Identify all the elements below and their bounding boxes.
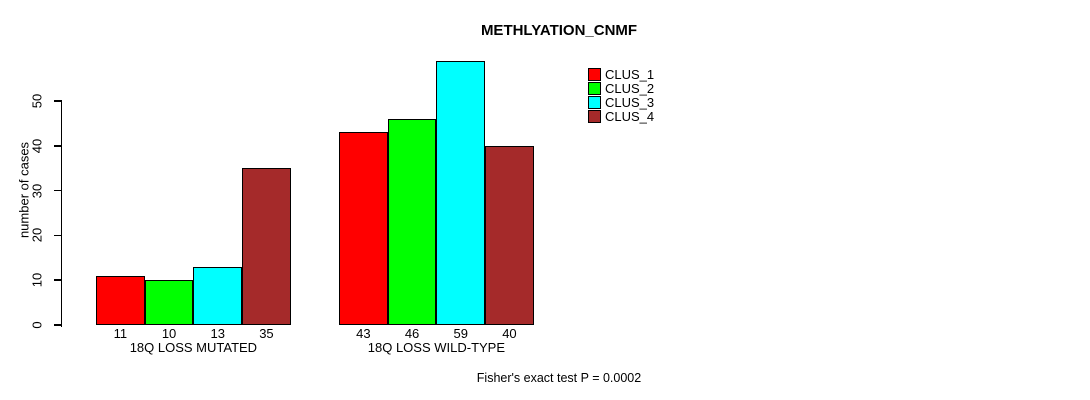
x-category-label: 18Q LOSS MUTATED — [129, 340, 258, 355]
legend-item: CLUS_1 — [588, 68, 668, 82]
bar-clus_2-group1 — [144, 280, 194, 325]
y-axis-line — [60, 101, 62, 327]
bar-clus_2-group2 — [387, 118, 437, 325]
y-tick-label: 20 — [29, 228, 45, 243]
bar-clus_4-group1 — [242, 168, 291, 325]
legend-swatch — [588, 68, 601, 81]
bar-value-label: 43 — [356, 326, 371, 341]
y-tick-label: 10 — [29, 272, 45, 288]
legend-label: CLUS_3 — [605, 95, 655, 110]
y-tick-label: 0 — [29, 321, 45, 329]
bar-clus_1-group2 — [339, 132, 388, 325]
y-tick-label: 40 — [29, 138, 45, 154]
legend-item: CLUS_2 — [588, 82, 668, 96]
y-tick — [54, 324, 62, 326]
annotation-text: Fisher's exact test P = 0.0002 — [476, 371, 642, 385]
legend-swatch — [588, 110, 601, 123]
x-category-label: 18Q LOSS WILD-TYPE — [367, 340, 506, 355]
legend-label: CLUS_1 — [605, 67, 655, 82]
legend-swatch — [588, 82, 601, 95]
chart-title: METHLYATION_CNMF — [480, 22, 638, 39]
bar-clus_1-group1 — [96, 275, 145, 325]
bar-value-label: 46 — [404, 326, 420, 341]
legend-item: CLUS_3 — [588, 96, 668, 110]
y-tick-label: 50 — [29, 93, 45, 109]
bar-value-label: 11 — [113, 326, 128, 341]
legend-label: CLUS_2 — [605, 81, 655, 96]
y-tick — [54, 100, 62, 102]
legend-label: CLUS_4 — [605, 109, 655, 124]
bar-clus_3-group2 — [436, 60, 486, 325]
y-tick — [54, 279, 62, 281]
bar-value-label: 35 — [259, 326, 274, 341]
bar-value-label: 40 — [502, 326, 517, 341]
bar-value-label: 13 — [210, 326, 225, 341]
legend-swatch — [588, 96, 601, 109]
bar-clus_4-group2 — [485, 145, 534, 325]
y-tick — [54, 145, 62, 147]
bar-value-label: 10 — [161, 326, 177, 341]
legend-item: CLUS_4 — [588, 110, 668, 124]
bar-value-label: 59 — [453, 326, 468, 341]
y-tick — [54, 234, 62, 237]
bar-clus_3-group1 — [193, 266, 243, 325]
y-tick-label: 30 — [29, 183, 45, 198]
y-tick — [54, 189, 62, 192]
